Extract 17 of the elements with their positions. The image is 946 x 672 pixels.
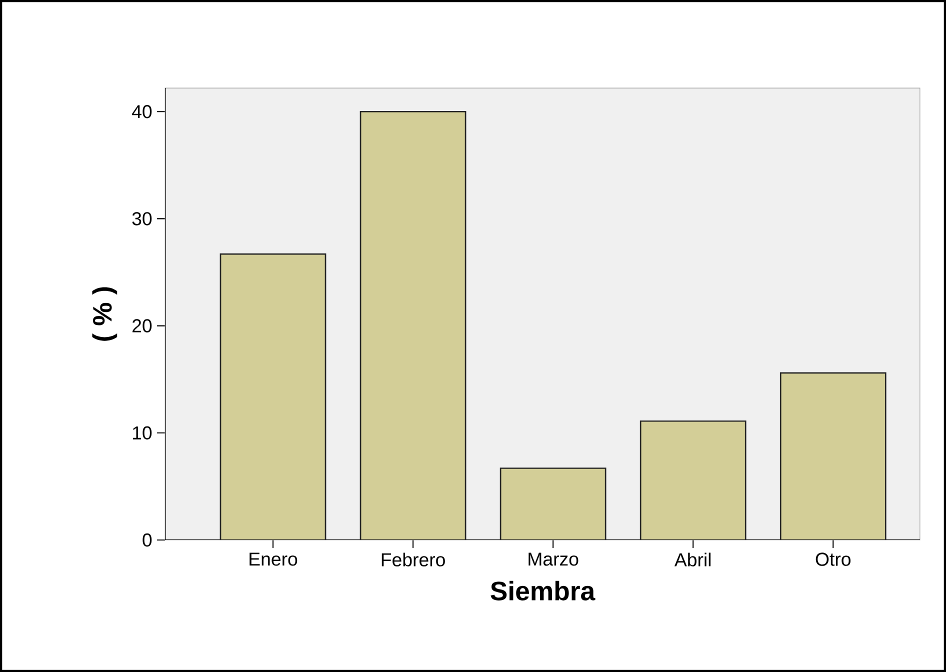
bar bbox=[500, 468, 606, 540]
x-tick-label: Enero bbox=[250, 552, 298, 566]
y-tick-label: 10 bbox=[133, 426, 152, 440]
x-tick-label: Marzo bbox=[528, 552, 578, 566]
bar bbox=[360, 110, 466, 540]
bar bbox=[220, 253, 326, 540]
x-tick-label: Abril bbox=[674, 552, 711, 566]
y-tick-label: 20 bbox=[132, 319, 152, 332]
y-tick-label: 40 bbox=[132, 104, 152, 118]
x-tick-label: Otro bbox=[816, 552, 850, 566]
y-axis-title: ( % ) bbox=[92, 287, 118, 341]
x-axis-title: Siembra bbox=[490, 580, 596, 600]
y-tick-label: 30 bbox=[132, 212, 152, 226]
x-tick-label: Febrero bbox=[382, 552, 445, 566]
y-tick-label: 0 bbox=[142, 533, 152, 547]
bar bbox=[780, 372, 886, 540]
bar bbox=[640, 420, 746, 540]
